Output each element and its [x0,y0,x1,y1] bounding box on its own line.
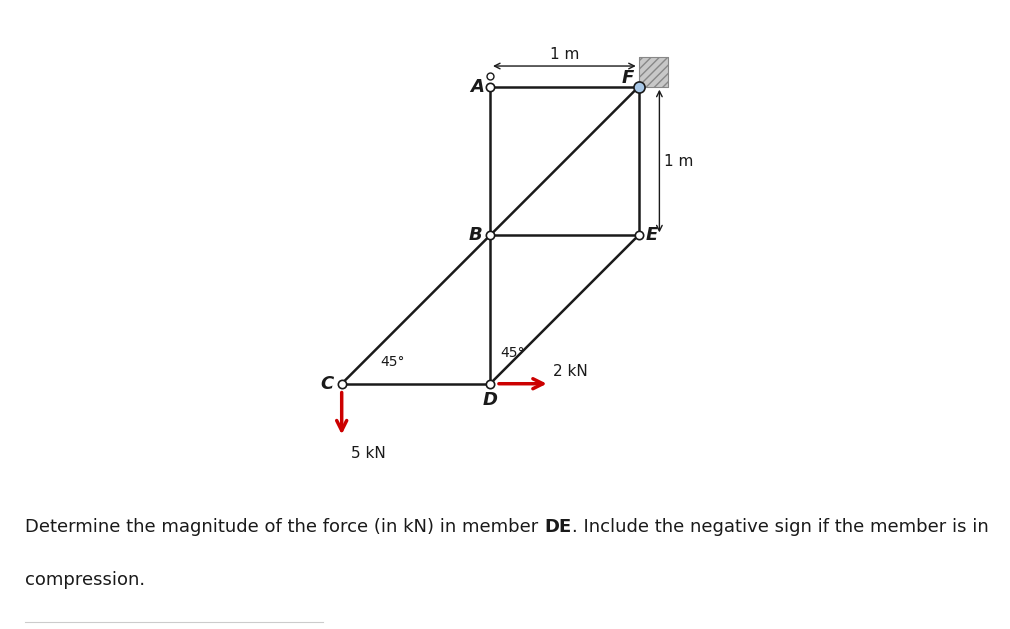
Text: 45°: 45° [381,355,405,369]
Polygon shape [638,57,669,87]
Text: DE: DE [544,518,572,537]
Text: . Include the negative sign if the member is in: . Include the negative sign if the membe… [572,518,988,537]
Text: C: C [320,375,333,392]
Text: 45°: 45° [501,346,525,360]
Text: E: E [645,226,659,244]
Text: A: A [470,78,484,96]
Text: Determine the magnitude of the force (in kN) in member: Determine the magnitude of the force (in… [25,518,544,537]
Text: 2 kN: 2 kN [552,364,587,379]
Text: D: D [483,391,498,409]
Text: F: F [622,69,634,87]
Text: compression.: compression. [25,571,145,589]
Text: 5 kN: 5 kN [350,446,386,461]
Text: B: B [469,226,482,244]
Text: 1 m: 1 m [664,153,693,169]
Text: 1 m: 1 m [549,47,579,62]
